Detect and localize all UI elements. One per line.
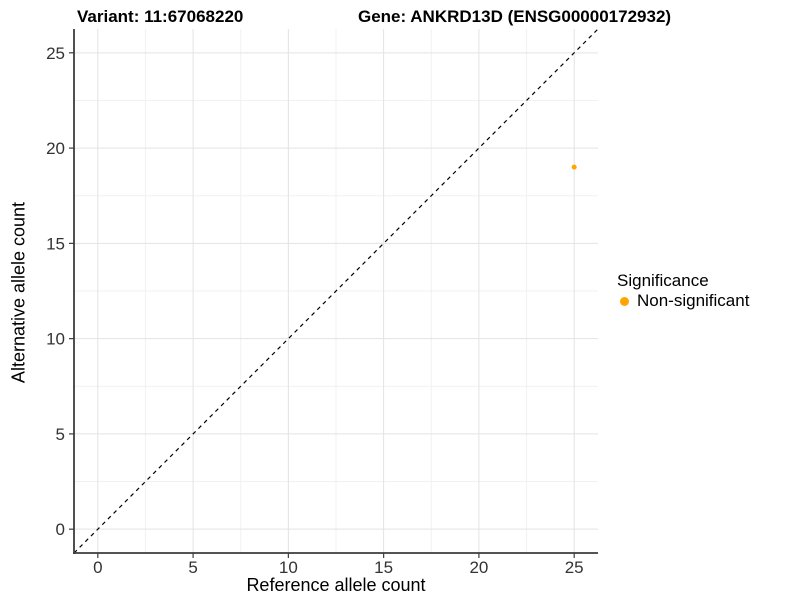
legend-item: Non-significant (617, 291, 749, 311)
svg-text:10: 10 (46, 330, 65, 349)
x-axis-title: Reference allele count (246, 575, 426, 595)
svg-text:5: 5 (188, 558, 197, 577)
y-axis-title: Alternative allele count (8, 201, 29, 384)
svg-text:15: 15 (374, 558, 393, 577)
legend-item-label: Non-significant (637, 291, 750, 310)
variant-title: Variant: 11:67068220 (77, 7, 244, 26)
gene-title: Gene: ANKRD13D (ENSG00000172932) (358, 7, 672, 26)
svg-text:25: 25 (565, 558, 584, 577)
svg-text:15: 15 (46, 234, 65, 253)
legend-title: Significance (617, 271, 709, 290)
svg-text:20: 20 (469, 558, 488, 577)
svg-text:0: 0 (93, 558, 102, 577)
svg-text:5: 5 (56, 425, 65, 444)
svg-text:10: 10 (279, 558, 298, 577)
legend: Significance Non-significant (617, 271, 749, 311)
svg-text:20: 20 (46, 139, 65, 158)
svg-text:0: 0 (56, 520, 65, 539)
legend-point-icon (620, 296, 629, 306)
svg-text:25: 25 (46, 44, 65, 63)
